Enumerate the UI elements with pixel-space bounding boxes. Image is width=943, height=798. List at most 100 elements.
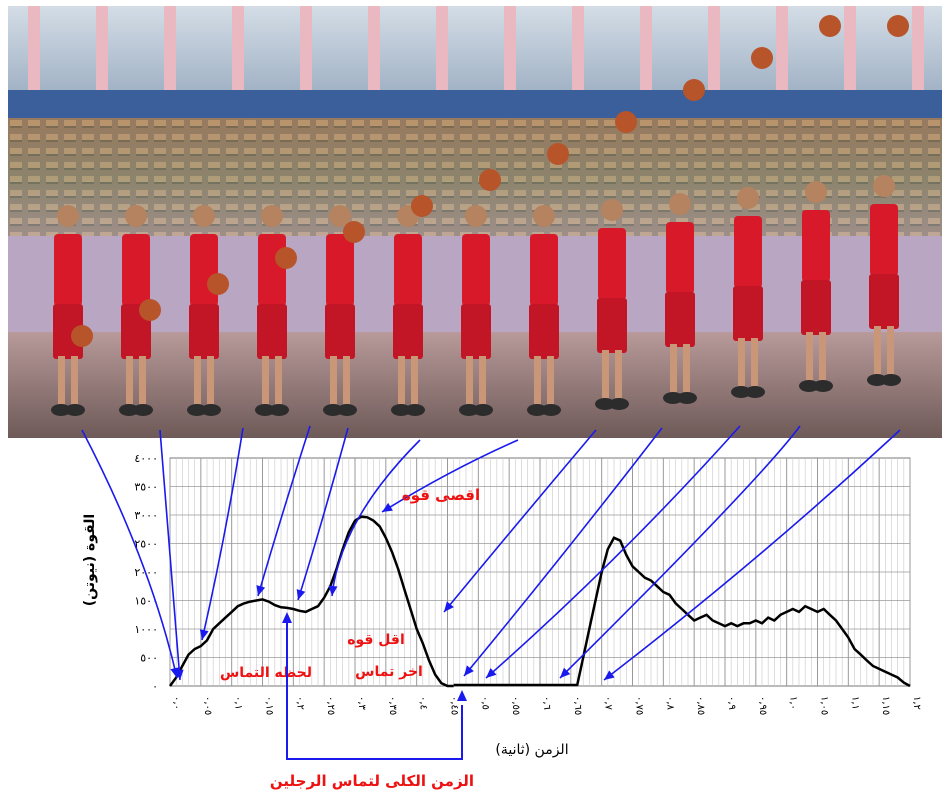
y-tick-label: ٢٥٠٠	[134, 538, 158, 551]
frame-arrowhead	[486, 668, 497, 678]
frame-arrow	[297, 427, 349, 601]
basketball-icon	[751, 47, 773, 69]
basketball-icon	[275, 247, 297, 269]
basketball-icon	[207, 273, 229, 295]
frame-arrowhead	[174, 669, 184, 680]
x-tick-label: ٠,٤٥	[449, 696, 460, 715]
y-tick-label: ٣٠٠٠	[134, 509, 158, 522]
x-tick-label: ١,٠٥	[819, 696, 830, 715]
player-frame	[731, 47, 773, 398]
x-tick-label: ١,١	[849, 696, 860, 710]
basketball-icon	[343, 221, 365, 243]
frame-to-curve-arrows	[81, 425, 901, 681]
frame-arrow	[201, 427, 244, 641]
force-curve	[168, 515, 911, 688]
annotation-min-force: اقل قوه	[347, 632, 405, 648]
frame-arrowhead	[170, 667, 180, 678]
total-contact-time-bracket	[286, 620, 463, 760]
x-axis-label: الزمن (ثانية)	[495, 742, 568, 758]
x-tick-label: ٠,١٥	[264, 696, 275, 715]
x-tick-label: ٠,٦	[541, 696, 552, 710]
y-tick-label: ٥٠٠	[140, 652, 158, 665]
frame-arrow	[381, 439, 519, 513]
player-frame	[459, 169, 501, 416]
x-tick-label: ٠,٥	[479, 696, 490, 710]
basketball-icon	[547, 143, 569, 165]
frame-arrow	[485, 425, 741, 679]
frame-arrowhead	[560, 667, 571, 678]
annotation-total-contact-time: الزمن الكلى لتماس الرجلين	[270, 772, 474, 790]
x-tick-label: ٠,٨٥	[695, 696, 706, 715]
bracket-arrowhead-left	[282, 612, 292, 623]
frame-arrowhead	[296, 589, 306, 600]
basketball-icon	[683, 79, 705, 101]
player-frame	[391, 195, 433, 416]
x-tick-label: ٠,٨	[664, 696, 675, 711]
player-frame	[119, 205, 161, 416]
frame-arrowhead	[328, 585, 338, 596]
player-frame	[867, 15, 909, 386]
x-tick-label: ٠,٧	[603, 696, 614, 711]
player-frame	[799, 15, 841, 392]
x-tick-label: ٠,٣	[356, 696, 367, 711]
x-tick-label: ٠,١	[233, 696, 244, 710]
player-frame	[255, 205, 297, 416]
frame-arrowhead	[256, 585, 266, 596]
frame-arrow	[603, 429, 901, 681]
annotation-contact-moment: لحظه التماس	[220, 665, 312, 681]
frame-arrow	[559, 425, 801, 679]
y-tick-label: ١٥٠٠	[134, 595, 158, 608]
frame-arrow	[159, 429, 181, 681]
y-tick-label: ٤٠٠٠	[134, 452, 158, 465]
x-tick-label: ٠,٢	[294, 696, 305, 710]
x-tick-label: ٠,٣٥	[387, 696, 398, 715]
x-tick-label: ٠,٢٥	[325, 696, 336, 715]
x-tick-label: ٠,٥٥	[510, 696, 521, 715]
player-frame	[323, 205, 365, 416]
y-axis-label: القوة (نيوتن)	[82, 514, 98, 606]
player-frame	[595, 111, 637, 410]
frame-arrowhead	[464, 665, 474, 676]
x-tick-label: ٠,٤	[418, 696, 429, 710]
basketball-jump-shot-sequence-photo	[8, 6, 942, 438]
x-tick-label: ١,١٥	[880, 696, 891, 715]
frame-arrow	[331, 439, 421, 597]
basketball-icon	[71, 325, 93, 347]
x-tick-label: ٠,٩٥	[757, 696, 768, 715]
bracket-arrowhead-right	[457, 690, 467, 701]
y-tick-label: ١٠٠٠	[134, 623, 158, 636]
x-tick-label: ٠,٠٥	[202, 696, 213, 715]
basketball-icon	[887, 15, 909, 37]
frame-arrowhead	[604, 670, 615, 680]
basketball-icon	[819, 15, 841, 37]
basketball-icon	[139, 299, 161, 321]
y-tick-label: ٣٥٠٠	[134, 481, 158, 494]
frame-arrow	[443, 429, 597, 613]
basketball-icon	[615, 111, 637, 133]
frame-arrowhead	[199, 629, 209, 640]
basketball-icon	[479, 169, 501, 191]
player-frame	[527, 143, 569, 416]
x-tick-label: ١,٢	[911, 696, 922, 710]
grid	[169, 458, 911, 686]
x-tick-label: ٠,٦٥	[572, 696, 583, 715]
x-axis-ticks: ٠,٠ ٠,٠٥ ٠,١ ٠,١٥ ٠,٢ ٠,٢٥ ٠,٣ ٠,٣٥ ٠,٤ ٠,٤٥ ٠,٥ ٠,…	[171, 696, 922, 715]
x-tick-label: ٠,٧٥	[634, 696, 645, 715]
basketball-icon	[411, 195, 433, 217]
player-frame	[663, 79, 705, 404]
annotation-max-force: اقصى قوه	[402, 486, 480, 504]
frame-arrowhead	[444, 601, 454, 612]
frame-arrow	[257, 425, 311, 597]
x-tick-label: ٠,٠	[171, 696, 182, 710]
force-curve-segment	[575, 536, 911, 688]
force-curve-segment	[168, 515, 454, 688]
y-tick-label: ٠	[152, 680, 158, 693]
x-tick-label: ٠,٩	[726, 696, 737, 710]
annotation-last-contact: اخر تماس	[355, 664, 423, 680]
frame-arrowhead	[382, 502, 393, 512]
frame-arrow	[81, 429, 178, 679]
player-frame	[187, 205, 229, 416]
